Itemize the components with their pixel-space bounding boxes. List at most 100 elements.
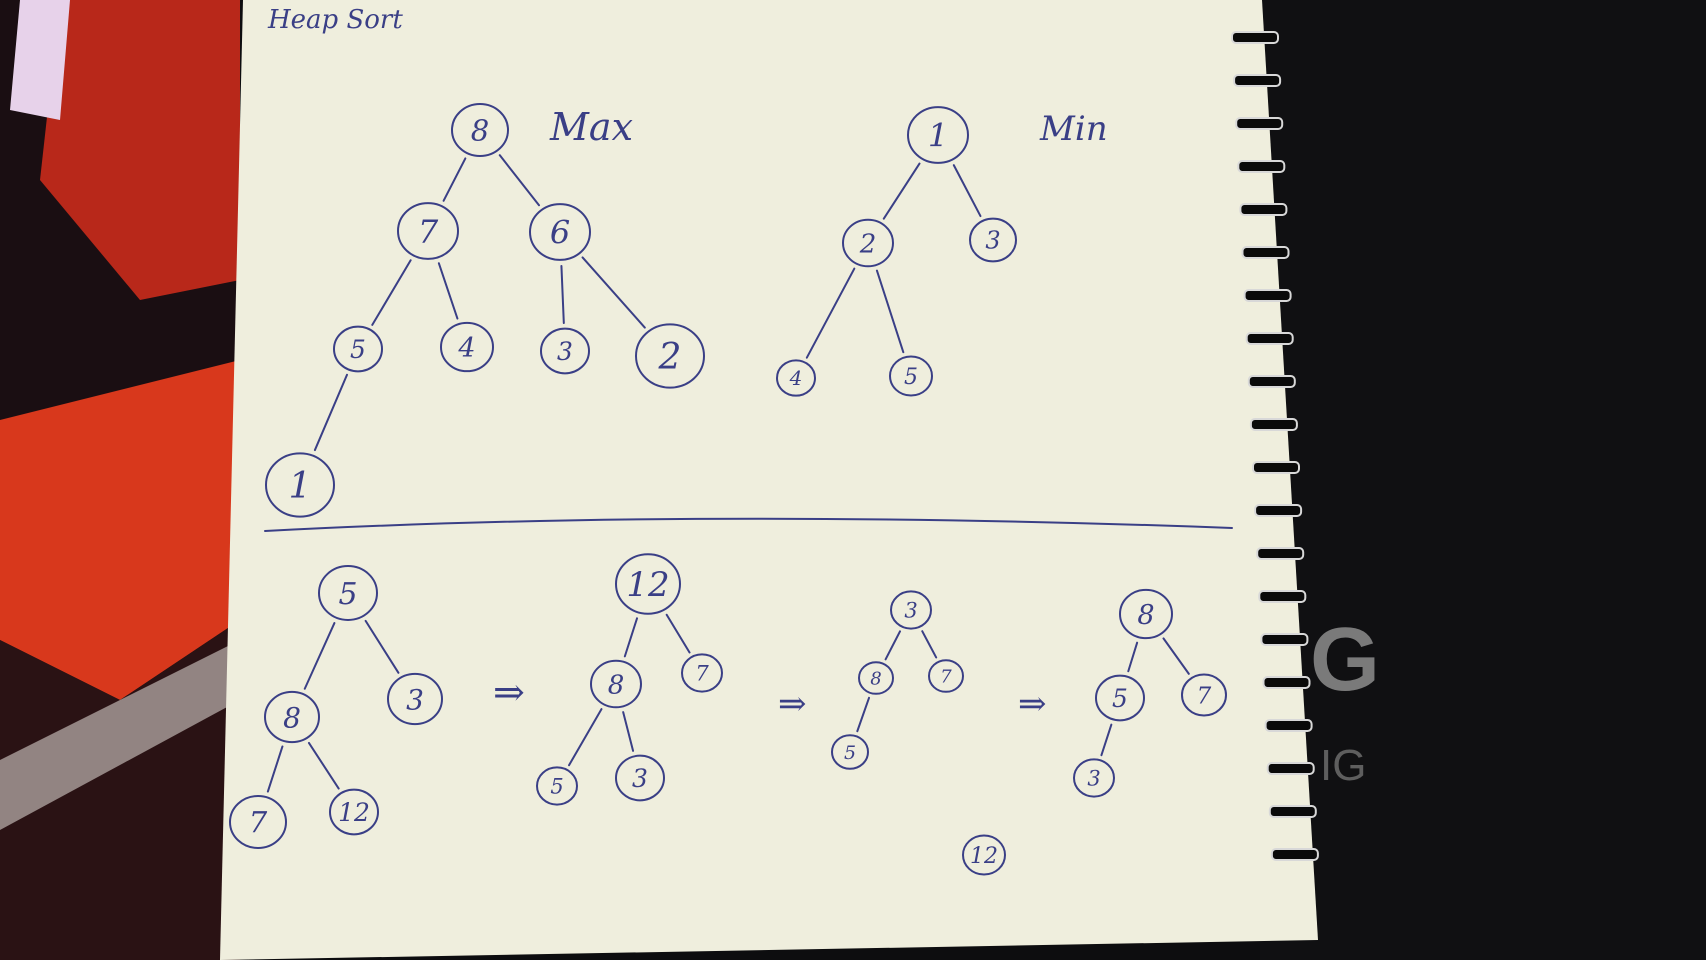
- divider-line: [264, 517, 1233, 532]
- max-heap-edge: [442, 157, 467, 202]
- sort-step-node-circle: [858, 661, 894, 695]
- removed-node-value: 12: [970, 844, 998, 869]
- spiral-ring: [1233, 74, 1282, 87]
- sort-step-node-circle: [318, 565, 378, 621]
- spiral-ring: [1231, 31, 1279, 44]
- svg-text:IG: IG: [1320, 741, 1366, 790]
- max-heap-node-circle: [333, 325, 383, 373]
- sort-step-edge: [568, 708, 603, 767]
- min-heap-node-circle: [969, 217, 1017, 263]
- sort-step-node-value: 8: [1137, 600, 1154, 631]
- spiral-ring: [1241, 246, 1290, 259]
- sort-step-edge: [921, 630, 938, 659]
- sort-step-node-circle: [615, 754, 665, 802]
- sort-step-edge: [665, 613, 691, 654]
- max-heap-edge: [371, 259, 412, 326]
- sort-step-node-circle: [831, 734, 869, 770]
- sort-step-edge: [856, 696, 871, 733]
- sort-step-4: 8 5 7 3: [1073, 588, 1227, 798]
- spiral-ring: [1266, 762, 1315, 775]
- removed-node-circle: [962, 834, 1006, 876]
- spiral-ring: [1237, 160, 1286, 173]
- spiral-ring: [1260, 633, 1309, 646]
- heap-sort-steps: 5 8 3 7 12 12 8 7 5 3 3 8 7 5 12 8 5 7 3: [229, 553, 1227, 876]
- max-heap-node-value: 5: [350, 335, 366, 364]
- sort-step-node-circle: [681, 653, 723, 693]
- min-heap-label: Min: [1039, 109, 1108, 149]
- min-heap-edge: [952, 164, 982, 218]
- min-heap-node-value: 3: [985, 227, 1000, 255]
- sort-step-node-value: 5: [338, 577, 357, 612]
- sort-step-node-circle: [536, 766, 578, 806]
- sort-step-node-value: 12: [338, 798, 370, 827]
- max-heap-edge: [581, 256, 646, 329]
- sort-step-node-value: 3: [1087, 767, 1100, 791]
- min-heap-tree: 1 2 3 4 5: [776, 106, 1017, 397]
- sort-step-node-value: 8: [608, 671, 625, 701]
- sort-step-edge: [623, 617, 639, 658]
- min-heap-node-circle: [776, 359, 816, 397]
- spiral-ring: [1247, 375, 1296, 388]
- page-title: Heap Sort: [267, 5, 403, 35]
- max-heap-node-circle: [440, 321, 494, 373]
- sort-step-edge: [307, 741, 340, 790]
- min-heap-edge: [805, 267, 856, 359]
- sort-step-node-value: 7: [1197, 683, 1212, 709]
- sort-step-node-value: 3: [904, 599, 917, 623]
- max-heap-tree: 8 7 6 5 4 3 2 1: [265, 102, 705, 518]
- min-heap-node-value: 5: [904, 365, 918, 390]
- sort-step-3: 3 8 7 5 12: [831, 590, 1006, 876]
- notebook-cover-right: G IG: [1260, 0, 1706, 960]
- max-heap-node-circle: [397, 202, 459, 260]
- step-arrow-3: ⇒: [1018, 684, 1047, 724]
- paper-sheet: [220, 0, 1318, 960]
- max-heap-edge: [313, 373, 349, 452]
- max-heap-edge: [498, 154, 541, 207]
- spiral-ring: [1245, 332, 1294, 345]
- sort-step-node-circle: [387, 672, 443, 726]
- sort-step-node-circle: [1073, 758, 1115, 798]
- max-heap-node-value: 1: [289, 466, 312, 507]
- sort-step-edge: [1100, 723, 1113, 757]
- min-heap-node-value: 1: [928, 116, 948, 154]
- sort-step-node-circle: [590, 659, 642, 709]
- spiral-ring: [1270, 848, 1319, 861]
- sort-step-node-circle: [264, 690, 320, 744]
- sort-step-2: 12 8 7 5 3: [536, 553, 723, 806]
- min-heap-node-circle: [842, 218, 894, 268]
- sort-step-edge: [1162, 637, 1190, 675]
- step-arrow-1: ⇒: [493, 670, 525, 714]
- spiral-ring: [1239, 203, 1288, 216]
- spiral-binding: [1231, 31, 1319, 861]
- sort-step-node-circle: [1095, 674, 1145, 722]
- sort-step-1: 5 8 3 7 12: [229, 565, 443, 850]
- spiral-ring: [1258, 590, 1307, 603]
- max-heap-node-value: 3: [557, 337, 573, 366]
- sort-step-node-circle: [1181, 673, 1227, 717]
- sort-step-edge: [364, 619, 400, 674]
- min-heap-node-value: 2: [859, 230, 877, 260]
- sort-step-edge: [1127, 641, 1139, 673]
- max-heap-node-value: 7: [418, 212, 439, 250]
- max-heap-node-value: 8: [471, 114, 489, 148]
- max-heap-node-circle: [451, 102, 509, 158]
- sort-step-node-circle: [1119, 588, 1173, 640]
- max-heap-node-circle: [540, 327, 590, 375]
- max-heap-label: Max: [549, 105, 633, 149]
- max-heap-node-circle: [635, 323, 705, 389]
- sort-step-edge: [266, 745, 284, 793]
- sort-step-node-value: 5: [550, 775, 563, 799]
- sort-step-edge: [884, 630, 902, 661]
- max-heap-node-value: 2: [658, 337, 682, 378]
- max-heap-node-value: 6: [550, 213, 570, 251]
- sort-step-edge: [622, 711, 635, 752]
- spiral-ring: [1249, 418, 1298, 431]
- min-heap-node-value: 4: [789, 366, 803, 390]
- sort-step-node-circle: [329, 788, 379, 836]
- sort-step-node-value: 12: [626, 565, 669, 605]
- spiral-ring: [1243, 289, 1292, 302]
- step-arrow-2: ⇒: [778, 684, 807, 724]
- sort-step-node-value: 5: [1112, 684, 1128, 713]
- spiral-ring: [1262, 676, 1311, 689]
